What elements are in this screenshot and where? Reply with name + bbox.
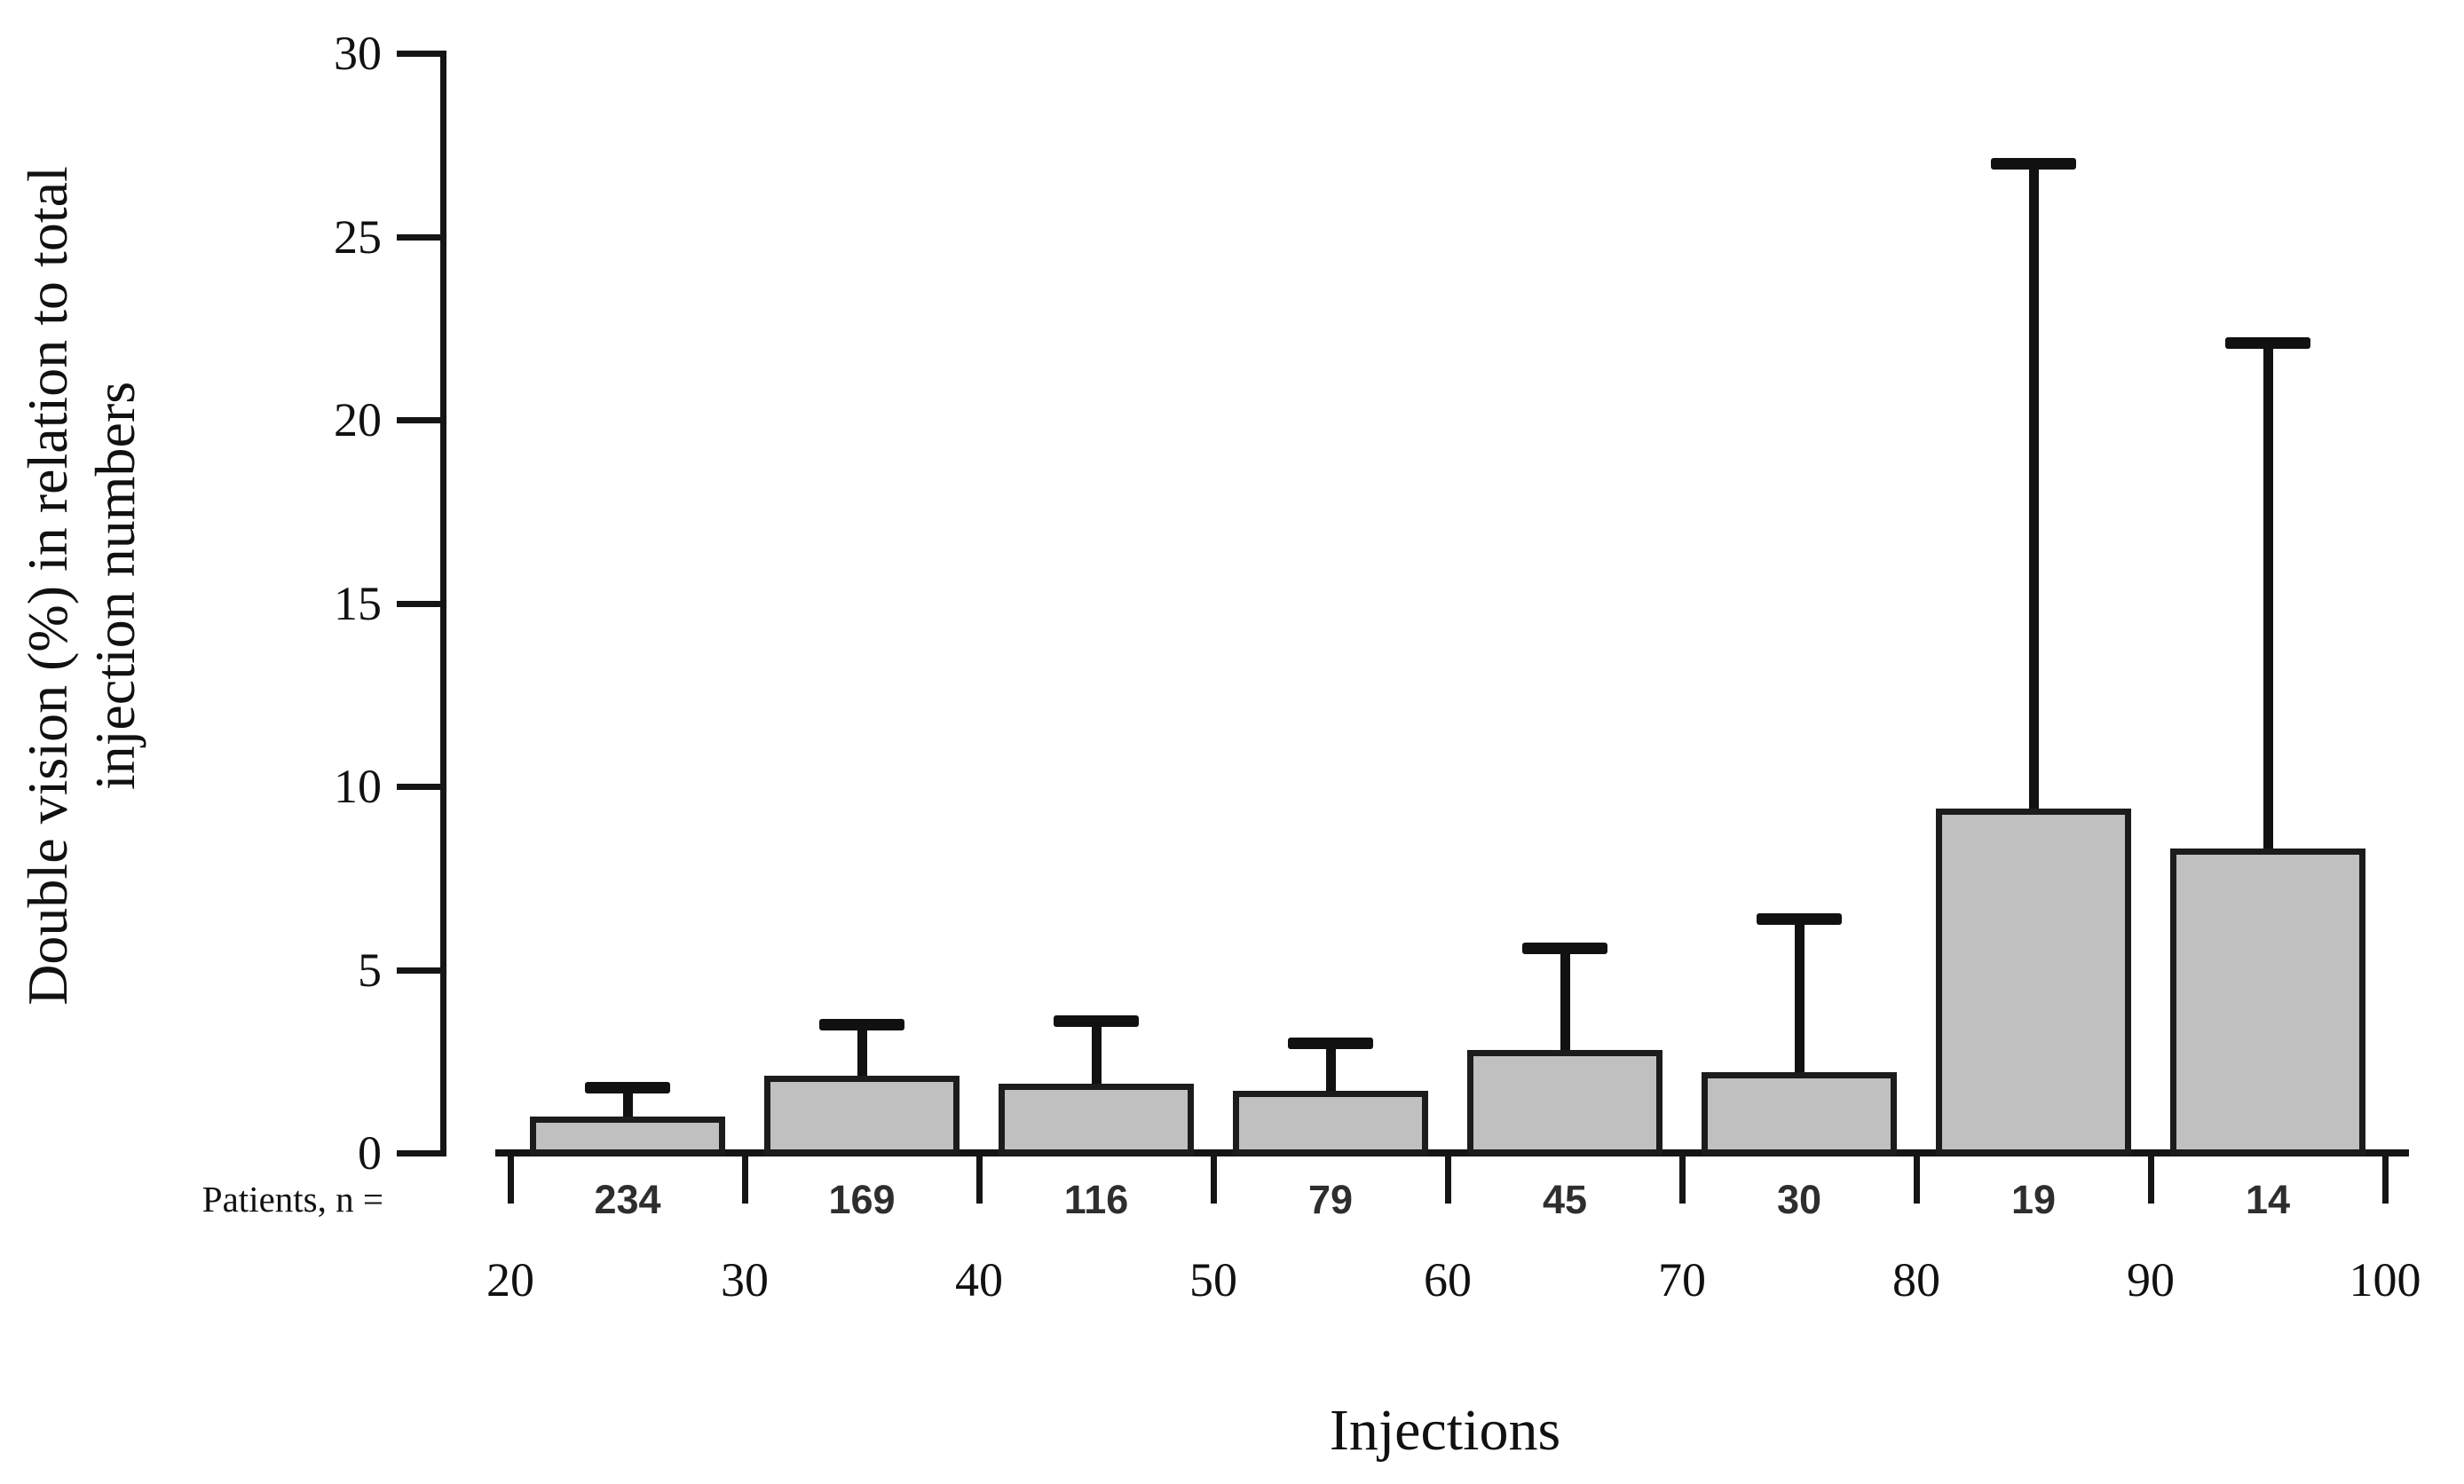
x-axis-bracket-tick <box>1914 1153 1920 1204</box>
y-axis-tick-label: 25 <box>334 209 382 264</box>
x-axis-tick-label: 100 <box>2349 1253 2421 1306</box>
bar <box>1467 1050 1662 1156</box>
y-axis-tick-label: 15 <box>334 576 382 630</box>
y-axis-tick-label: 20 <box>334 393 382 446</box>
x-axis-tick-label: 40 <box>955 1253 1003 1306</box>
x-axis-bracket-tick <box>1445 1153 1451 1204</box>
x-axis-bracket-tick <box>2382 1153 2389 1204</box>
y-axis-tick <box>397 417 446 423</box>
x-axis-bracket-tick <box>1211 1153 1217 1204</box>
bar <box>999 1083 1194 1156</box>
y-axis-title-line-1: Double vision (%) in relation to total <box>16 166 79 1006</box>
error-bar-stem <box>1795 918 1805 1078</box>
x-axis-tick-label: 70 <box>1658 1253 1706 1306</box>
x-axis-title: Injections <box>1329 1398 1561 1463</box>
error-bar-cap <box>819 1019 904 1031</box>
patients-count-label: 79 <box>1307 1177 1354 1222</box>
y-axis-tick <box>397 1150 446 1156</box>
patients-count-label: 14 <box>2245 1177 2291 1222</box>
error-bar-cap <box>1054 1015 1139 1028</box>
bar <box>1702 1072 1897 1156</box>
x-axis-tick-label: 30 <box>721 1253 769 1306</box>
x-axis-bracket-tick <box>2148 1153 2154 1204</box>
y-axis-title: Double vision (%) in relation to total i… <box>14 0 149 1296</box>
x-axis-bracket-tick <box>976 1153 983 1204</box>
error-bar-stem <box>2263 343 2273 855</box>
patients-count-label: 19 <box>2010 1177 2057 1222</box>
bar <box>530 1116 725 1156</box>
y-axis-tick-label: 0 <box>358 1126 382 1180</box>
bar <box>1233 1090 1428 1156</box>
x-axis-bracket-tick <box>508 1153 514 1204</box>
y-axis-tick <box>397 967 446 974</box>
y-axis-tick-label: 30 <box>334 27 382 80</box>
x-axis-tick-label: 60 <box>1424 1253 1472 1306</box>
error-bar-stem <box>623 1086 633 1122</box>
error-bar-cap <box>1288 1038 1373 1050</box>
patients-count-label: 234 <box>594 1177 661 1222</box>
patients-count-label: 30 <box>1776 1177 1822 1222</box>
error-bar-cap <box>1757 912 1842 925</box>
x-axis-tick-label: 90 <box>2127 1253 2175 1306</box>
y-axis-tick-label: 10 <box>334 760 382 813</box>
error-bar-cap <box>1991 157 2076 170</box>
y-axis-tick <box>397 600 446 607</box>
error-bar-stem <box>1092 1021 1102 1089</box>
patients-row-label: Patients, n = <box>201 1179 383 1220</box>
x-axis-tick-label: 20 <box>486 1253 534 1306</box>
error-bar-cap <box>1522 942 1607 954</box>
bar <box>1936 808 2131 1156</box>
x-axis-bracket-tick <box>1679 1153 1686 1204</box>
y-axis-tick-label: 5 <box>358 943 382 997</box>
y-axis-title-line-2: injection numbers <box>83 381 146 791</box>
error-bar-stem <box>1326 1043 1336 1096</box>
error-bar-stem <box>857 1024 867 1082</box>
patients-count-label: 45 <box>1542 1177 1588 1222</box>
bar <box>764 1076 960 1156</box>
y-axis-tick <box>397 784 446 790</box>
x-axis-tick-label: 80 <box>1892 1253 1940 1306</box>
x-axis-tick-label: 50 <box>1189 1253 1237 1306</box>
error-bar-cap <box>2225 337 2310 350</box>
bar <box>2170 849 2365 1156</box>
patients-count-label: 169 <box>828 1177 896 1222</box>
y-axis-tick <box>397 51 446 57</box>
error-bar-stem <box>2029 162 2039 814</box>
x-axis-bracket-tick <box>742 1153 748 1204</box>
error-bar-cap <box>585 1081 670 1093</box>
x-axis-baseline <box>495 1149 2409 1156</box>
y-axis-tick <box>397 233 446 241</box>
patients-count-label: 116 <box>1063 1177 1129 1222</box>
error-bar-stem <box>1560 947 1570 1056</box>
